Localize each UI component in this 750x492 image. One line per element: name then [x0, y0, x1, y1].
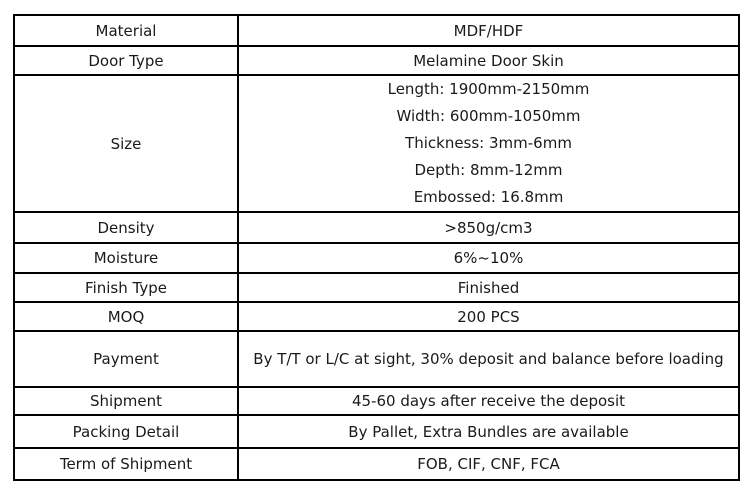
spec-label-cell: Size [13, 74, 239, 213]
table-row: Door Type Melamine Door Skin [13, 45, 740, 76]
spec-label-cell: Material [13, 14, 239, 47]
spec-value-line: Embossed: 16.8mm [413, 188, 564, 206]
table-row: Finish Type Finished [13, 272, 740, 303]
table-row: Shipment 45-60 days after receive the dep… [13, 386, 740, 416]
spec-value-line: Width: 600mm-1050mm [396, 107, 581, 125]
spec-value-cell: By T/T or L/C at sight, 30% deposit and … [237, 330, 740, 388]
spec-value-cell: By Pallet, Extra Bundles are available [237, 414, 740, 449]
table-row: Packing Detail By Pallet, Extra Bundles a… [13, 414, 740, 449]
spec-value-cell: 45-60 days after receive the deposit [237, 386, 740, 416]
spec-label-cell: Density [13, 211, 239, 244]
table-row: Density >850g/cm3 [13, 211, 740, 244]
spec-label-cell: Finish Type [13, 272, 239, 303]
spec-label-cell: Payment [13, 330, 239, 388]
spec-value-cell: 200 PCS [237, 301, 740, 332]
table-row: Size Length: 1900mm-2150mm Width: 600mm-10… [13, 74, 740, 213]
table-row: Term of Shipment FOB, CIF, CNF, FCA [13, 447, 740, 481]
spec-value-cell: Finished [237, 272, 740, 303]
table-row: Payment By T/T or L/C at sight, 30% depos… [13, 330, 740, 388]
spec-label-cell: Door Type [13, 45, 239, 76]
table-row: Material MDF/HDF [13, 14, 740, 47]
spec-label-cell: MOQ [13, 301, 239, 332]
spec-label-cell: Packing Detail [13, 414, 239, 449]
table-row: MOQ 200 PCS [13, 301, 740, 332]
spec-label-cell: Moisture [13, 242, 239, 274]
spec-value-line: Depth: 8mm-12mm [414, 161, 563, 179]
spec-value-cell: Melamine Door Skin [237, 45, 740, 76]
spec-value-cell: 6%~10% [237, 242, 740, 274]
spec-value-cell: Length: 1900mm-2150mm Width: 600mm-1050mm… [237, 74, 740, 213]
spec-value-cell: >850g/cm3 [237, 211, 740, 244]
spec-label-cell: Shipment [13, 386, 239, 416]
product-specification-table: Material MDF/HDF Door Type Melamine Door Sk… [13, 14, 740, 481]
table-row: Moisture 6%~10% [13, 242, 740, 274]
spec-value-cell: MDF/HDF [237, 14, 740, 47]
spec-value-cell: FOB, CIF, CNF, FCA [237, 447, 740, 481]
spec-value-line: Length: 1900mm-2150mm [387, 80, 590, 98]
spec-table-body: Material MDF/HDF Door Type Melamine Door Sk… [13, 14, 740, 481]
spec-label-cell: Term of Shipment [13, 447, 239, 481]
spec-value-line: Thickness: 3mm-6mm [405, 134, 572, 152]
